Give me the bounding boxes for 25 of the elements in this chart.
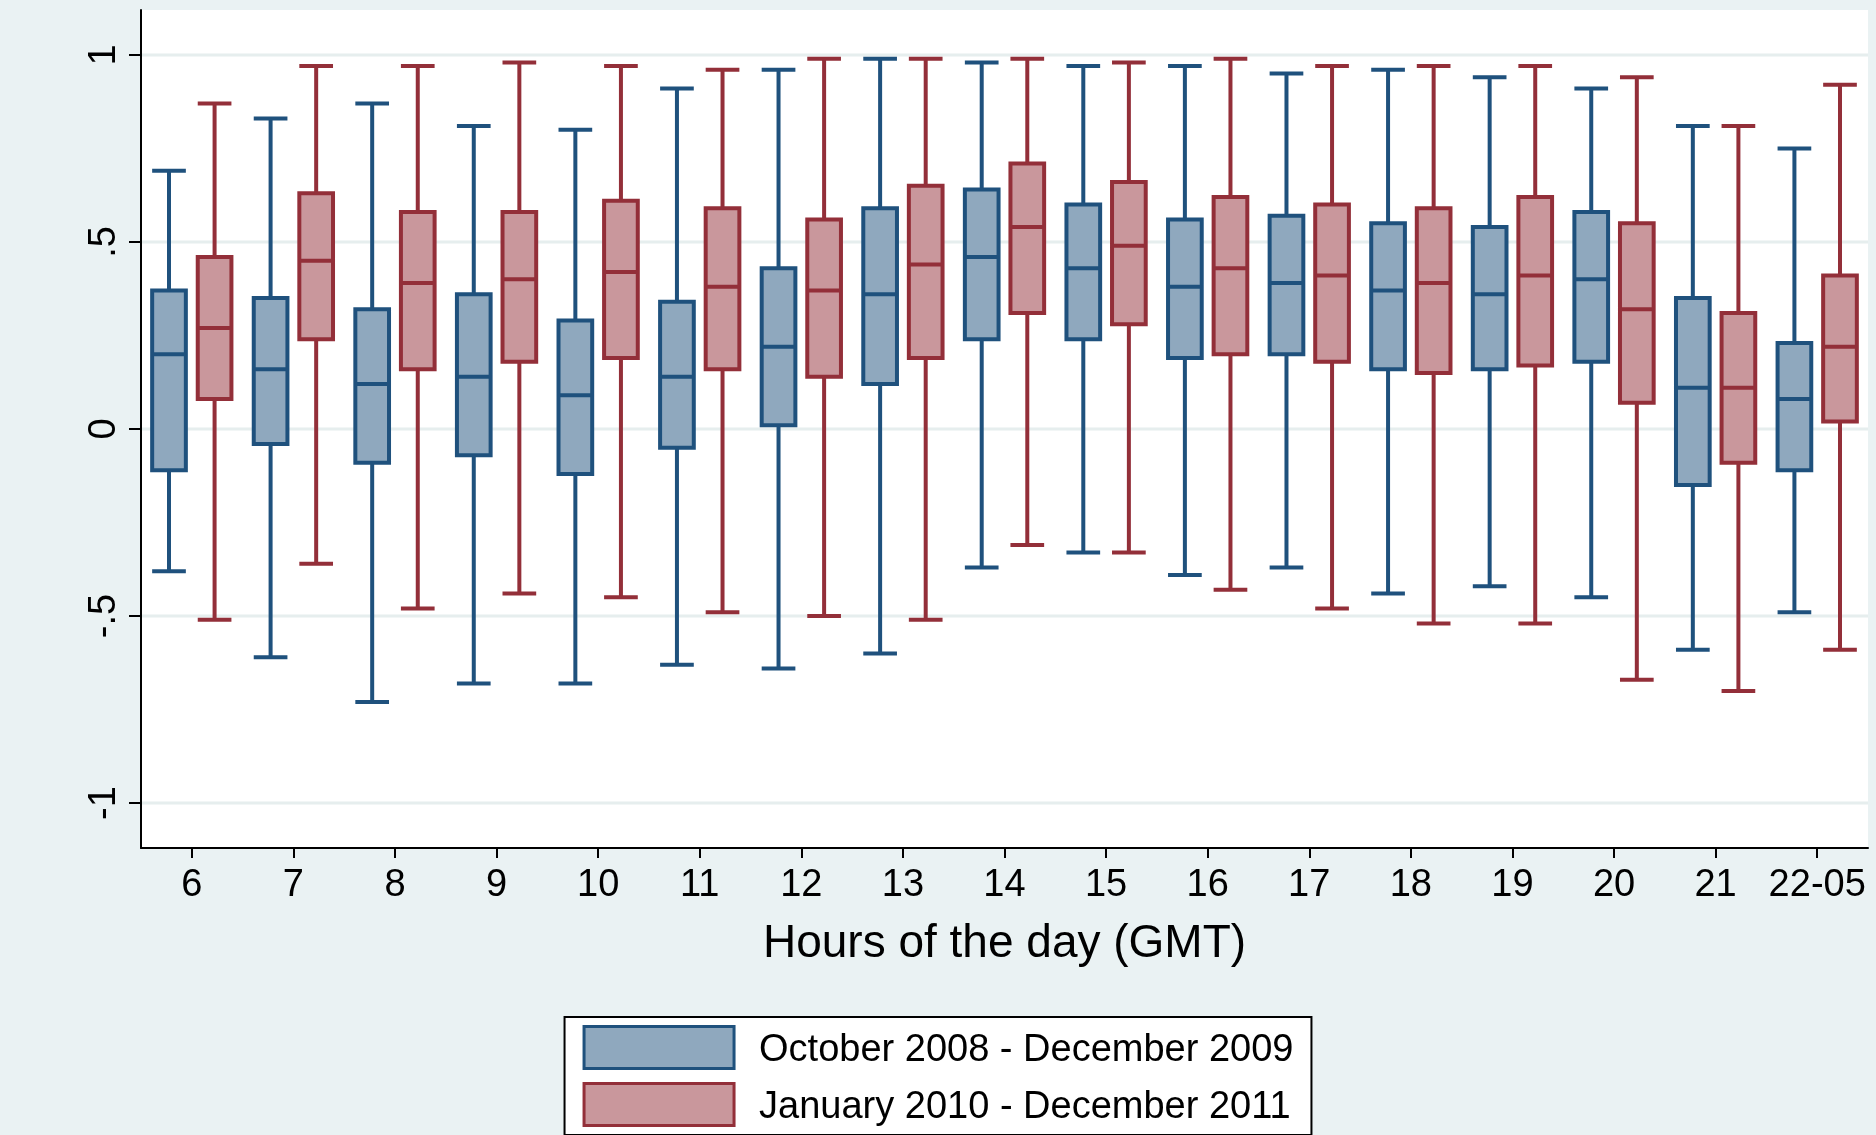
x-tick-label: 16 xyxy=(1186,862,1229,904)
x-tick-label: 14 xyxy=(983,862,1026,904)
y-tick-label: .5 xyxy=(81,226,123,258)
x-tick-label: 22-05 xyxy=(1768,862,1866,904)
x-tick-label: 21 xyxy=(1694,862,1737,904)
x-tick-label: 8 xyxy=(384,862,406,904)
x-tick-label: 7 xyxy=(282,862,304,904)
y-tick-label: 1 xyxy=(81,44,123,66)
legend-label: October 2008 - December 2009 xyxy=(759,1026,1294,1069)
x-tick-label: 13 xyxy=(881,862,925,904)
x-tick-label: 20 xyxy=(1592,862,1636,904)
y-tick-label: -.5 xyxy=(81,593,123,639)
x-axis-title: Hours of the day (GMT) xyxy=(762,915,1247,967)
x-tick-label: 9 xyxy=(485,862,508,904)
x-tick-label: 6 xyxy=(181,862,203,904)
y-tick-label: 0 xyxy=(81,418,123,440)
x-tick-label: 17 xyxy=(1288,862,1331,904)
x-tick-label: 12 xyxy=(780,862,823,904)
y-tick-label: -1 xyxy=(81,786,123,821)
x-tick-label: 15 xyxy=(1084,862,1128,904)
x-tick-label: 18 xyxy=(1389,862,1432,904)
x-tick-label: 19 xyxy=(1491,862,1534,904)
legend-label: January 2010 - December 2011 xyxy=(759,1083,1291,1126)
x-tick-label: 11 xyxy=(680,862,720,904)
x-tick-label: 10 xyxy=(577,862,620,904)
